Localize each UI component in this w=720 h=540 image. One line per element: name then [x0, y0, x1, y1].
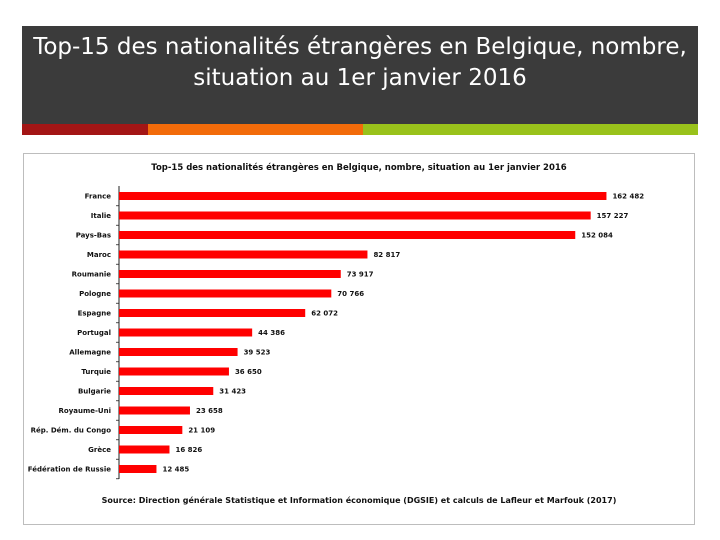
- bar: [119, 406, 190, 415]
- slide-title-bar: Top-15 des nationalités étrangères en Be…: [22, 26, 698, 124]
- category-label: Royaume-Uni: [59, 407, 111, 415]
- bar: [119, 250, 368, 259]
- value-label: 152 084: [581, 232, 613, 240]
- bar: [119, 328, 253, 337]
- bar: [119, 465, 157, 473]
- category-label: Grèce: [88, 446, 111, 454]
- bar: [119, 426, 183, 434]
- value-label: 62 072: [311, 310, 338, 318]
- bar: [119, 387, 214, 395]
- bar: [119, 348, 238, 356]
- bar: [119, 367, 229, 376]
- slide-title-line-2: situation au 1er janvier 2016: [193, 65, 527, 91]
- category-label: Maroc: [87, 251, 111, 259]
- category-label: Pologne: [79, 290, 111, 298]
- value-label: 162 482: [612, 193, 644, 201]
- value-label: 21 109: [188, 427, 215, 435]
- chart-title: Top-15 des nationalités étrangères en Be…: [151, 163, 567, 173]
- value-label: 36 650: [235, 368, 262, 376]
- accent-stripe-red: [22, 124, 148, 135]
- category-label: Bulgarie: [78, 388, 111, 396]
- value-label: 31 423: [219, 388, 246, 396]
- bar: [119, 309, 306, 317]
- value-label: 23 658: [196, 407, 223, 415]
- value-label: 157 227: [597, 212, 629, 220]
- category-label: Roumanie: [72, 271, 112, 279]
- chart-source: Source: Direction générale Statistique e…: [101, 496, 617, 505]
- bar-chart: France 162 482 Italie 157 227 Pays-Bas 152 08…: [28, 186, 644, 480]
- category-label: Portugal: [77, 329, 111, 337]
- value-label: 44 386: [258, 329, 285, 337]
- category-label: France: [85, 193, 112, 201]
- chart-frame: Top-15 des nationalités étrangères en Be…: [23, 153, 695, 525]
- bar: [119, 445, 170, 454]
- value-label: 73 917: [347, 271, 374, 279]
- category-label: Rép. Dém. du Congo: [31, 427, 112, 435]
- category-label: Espagne: [78, 310, 112, 318]
- bar: [119, 192, 607, 200]
- category-label: Fédération de Russie: [28, 466, 111, 474]
- category-label: Allemagne: [69, 349, 111, 357]
- accent-stripe-green: [363, 124, 698, 135]
- bar: [119, 289, 332, 298]
- bar: [119, 211, 591, 220]
- bar: [119, 270, 341, 278]
- value-label: 39 523: [244, 349, 271, 357]
- value-label: 12 485: [162, 466, 189, 474]
- value-label: 16 826: [175, 446, 202, 454]
- slide-title-line-1: Top-15 des nationalités étrangères en Be…: [33, 34, 687, 60]
- slide-title: Top-15 des nationalités étrangères en Be…: [22, 32, 698, 94]
- accent-stripe-orange: [148, 124, 363, 135]
- value-label: 70 766: [337, 290, 364, 298]
- category-label: Pays-Bas: [76, 232, 111, 240]
- bar: [119, 231, 576, 239]
- category-label: Turquie: [81, 368, 111, 376]
- category-label: Italie: [91, 212, 111, 220]
- value-label: 82 817: [373, 251, 400, 259]
